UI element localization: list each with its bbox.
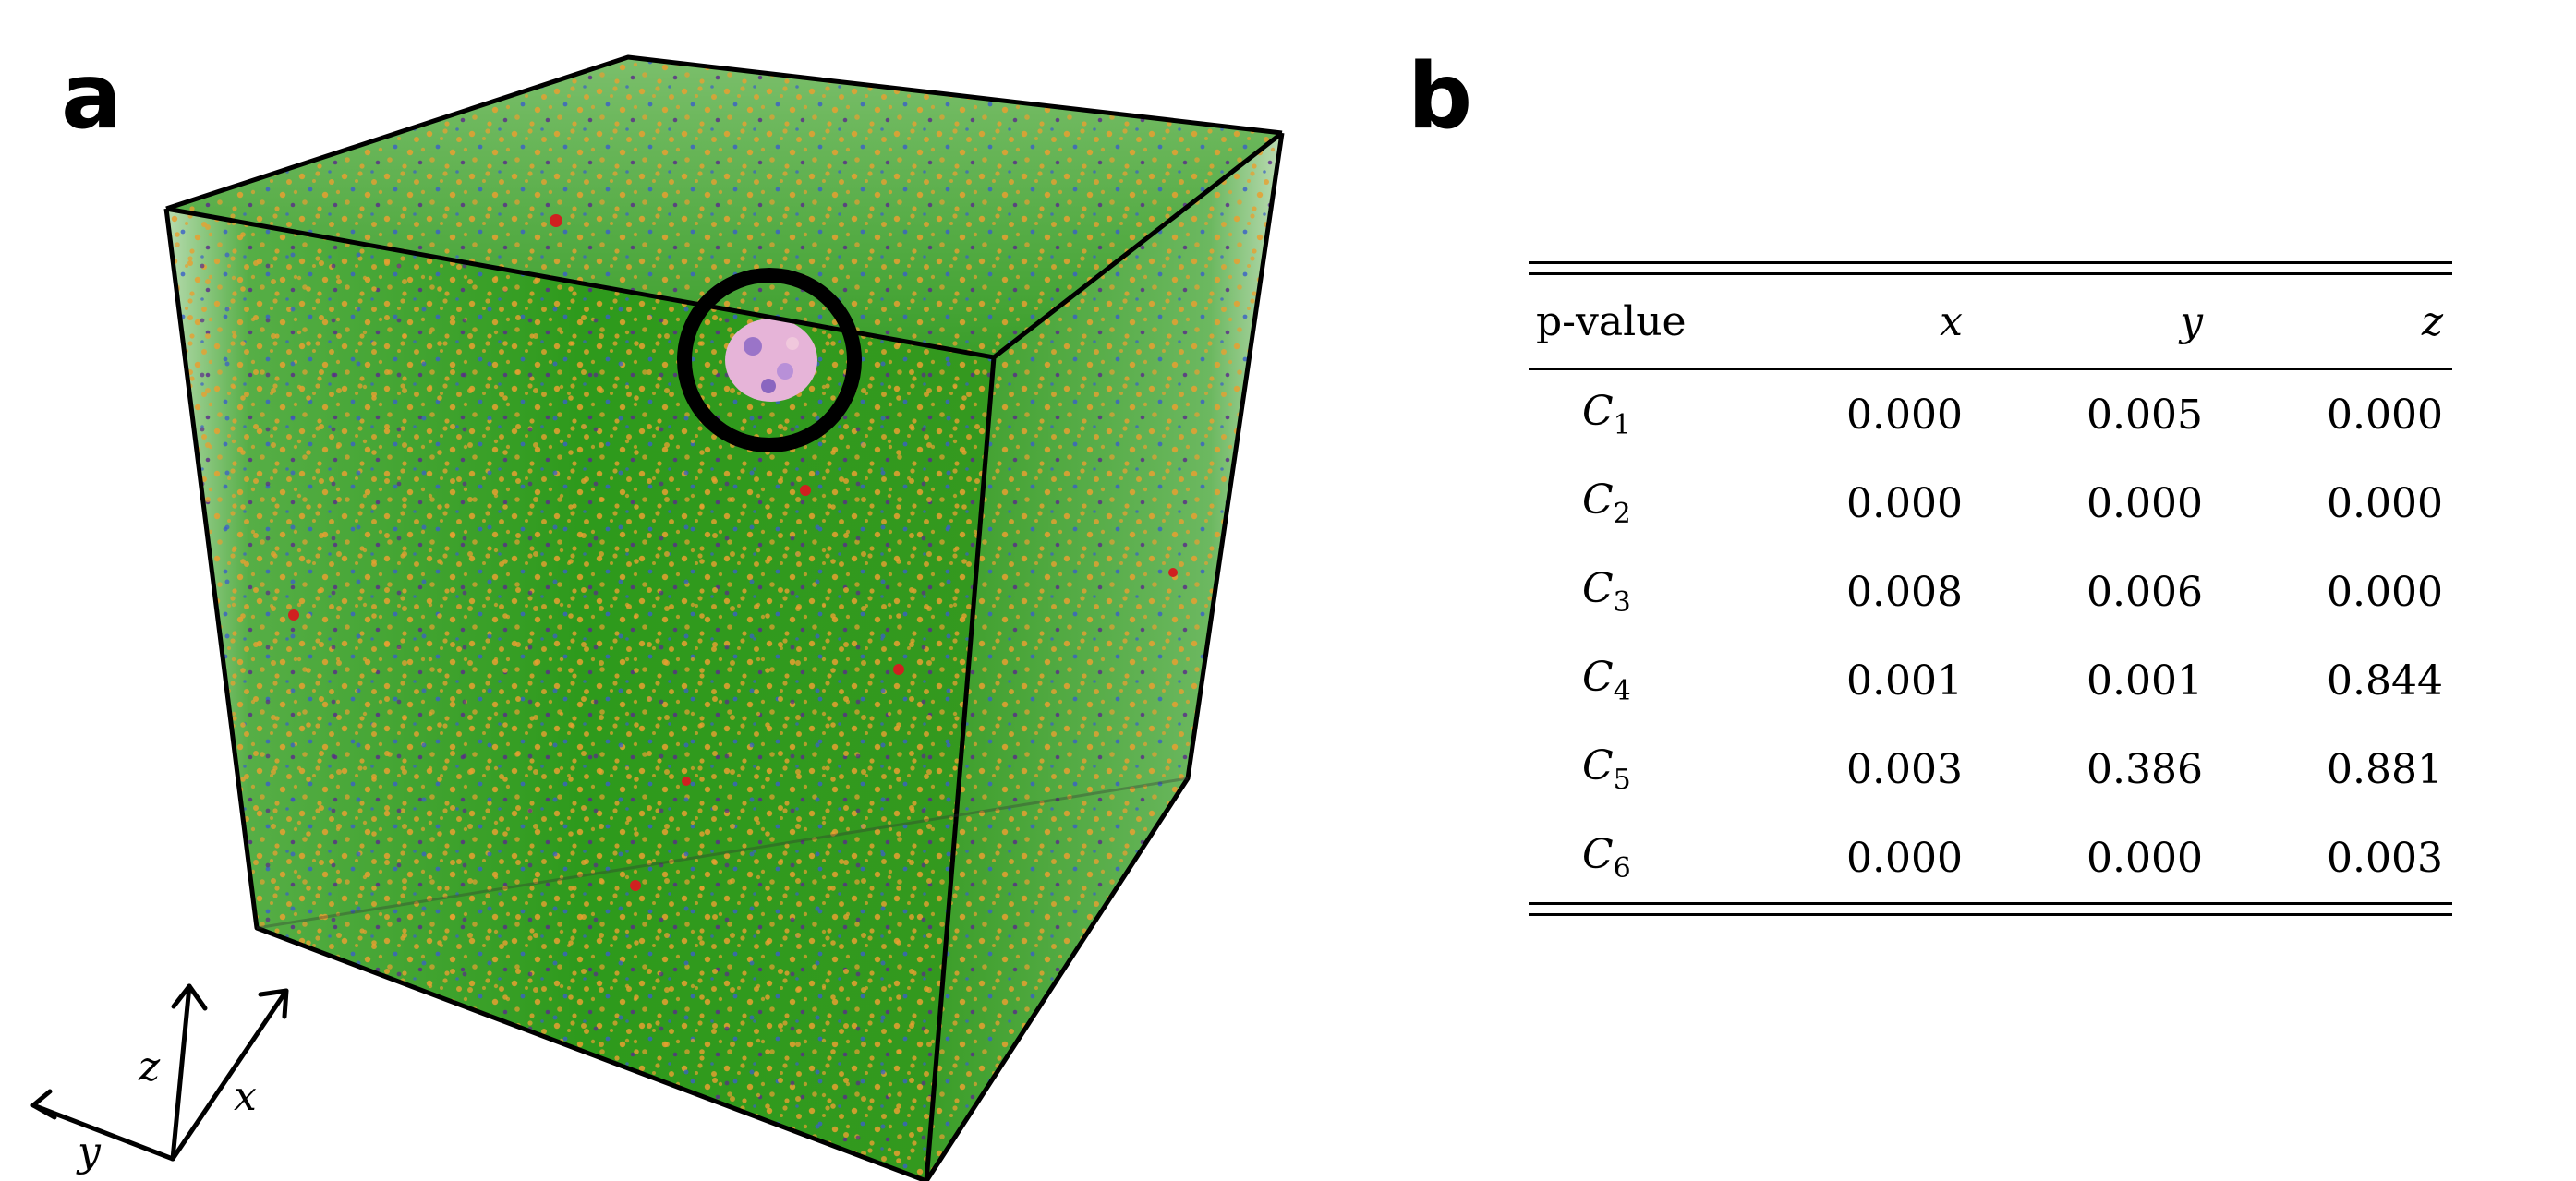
- cell-value: 0.386: [2086, 745, 2203, 793]
- cell-value: 0.000: [2327, 479, 2443, 527]
- cell-value: 0.005: [2086, 391, 2203, 439]
- cube-edges: [163, 54, 1285, 1181]
- cell-value: 0.008: [1846, 568, 1963, 616]
- table-header-row: p-value x y z: [1529, 275, 2452, 368]
- axis-triad: [30, 983, 289, 1162]
- row-label: C5: [1582, 742, 1631, 796]
- atom-cluster: [725, 319, 817, 402]
- table-row: C2 0.000 0.000 0.000: [1529, 459, 2452, 548]
- cell-value: 0.000: [2327, 568, 2443, 616]
- atom-cube-render: z x y: [30, 54, 1285, 1181]
- highlight-circle: [677, 268, 862, 452]
- cell-value: 0.001: [1846, 657, 1963, 705]
- panel-label-a: a: [61, 44, 123, 150]
- axis-label-z: z: [138, 1043, 161, 1091]
- table-bottom-rule: [1529, 902, 2452, 916]
- table-header-rule: [1529, 368, 2452, 370]
- cell-value: 0.844: [2327, 657, 2443, 705]
- cell-value: 0.000: [2086, 834, 2203, 882]
- cell-value: 0.003: [2327, 834, 2443, 882]
- cell-value: 0.000: [2086, 479, 2203, 527]
- cell-value: 0.000: [2327, 391, 2443, 439]
- cell-value: 0.881: [2327, 745, 2443, 793]
- cell-value: 0.000: [1846, 834, 1963, 882]
- row-label: C4: [1582, 654, 1631, 707]
- cell-value: 0.006: [2086, 568, 2203, 616]
- cell-value: 0.003: [1846, 745, 1963, 793]
- table-row: C4 0.001 0.001 0.844: [1529, 636, 2452, 725]
- axis-label-y: y: [76, 1128, 102, 1175]
- header-z: z: [2421, 297, 2443, 345]
- table-row: C6 0.000 0.000 0.003: [1529, 813, 2452, 902]
- p-value-table: p-value x y z C1 0.000 0.005 0.000 C2 0.000 0.…: [1529, 261, 2452, 916]
- header-p-value: p-value: [1536, 297, 1687, 345]
- table-top-rule: [1529, 261, 2452, 275]
- table-row: C3 0.008 0.006 0.000: [1529, 548, 2452, 636]
- table-row: C5 0.003 0.386 0.881: [1529, 725, 2452, 813]
- axis-label-x: x: [234, 1073, 257, 1120]
- row-label: C1: [1582, 388, 1631, 441]
- header-x: x: [1940, 297, 1963, 345]
- cell-value: 0.001: [2086, 657, 2203, 705]
- table-row: C1 0.000 0.005 0.000: [1529, 370, 2452, 459]
- cell-value: 0.000: [1846, 479, 1963, 527]
- row-label: C3: [1582, 565, 1631, 619]
- header-y: y: [2180, 297, 2203, 345]
- red-atoms: [288, 214, 1178, 891]
- panel-label-b: b: [1408, 44, 1473, 150]
- row-label: C2: [1582, 476, 1631, 530]
- cell-value: 0.000: [1846, 391, 1963, 439]
- row-label: C6: [1582, 831, 1631, 885]
